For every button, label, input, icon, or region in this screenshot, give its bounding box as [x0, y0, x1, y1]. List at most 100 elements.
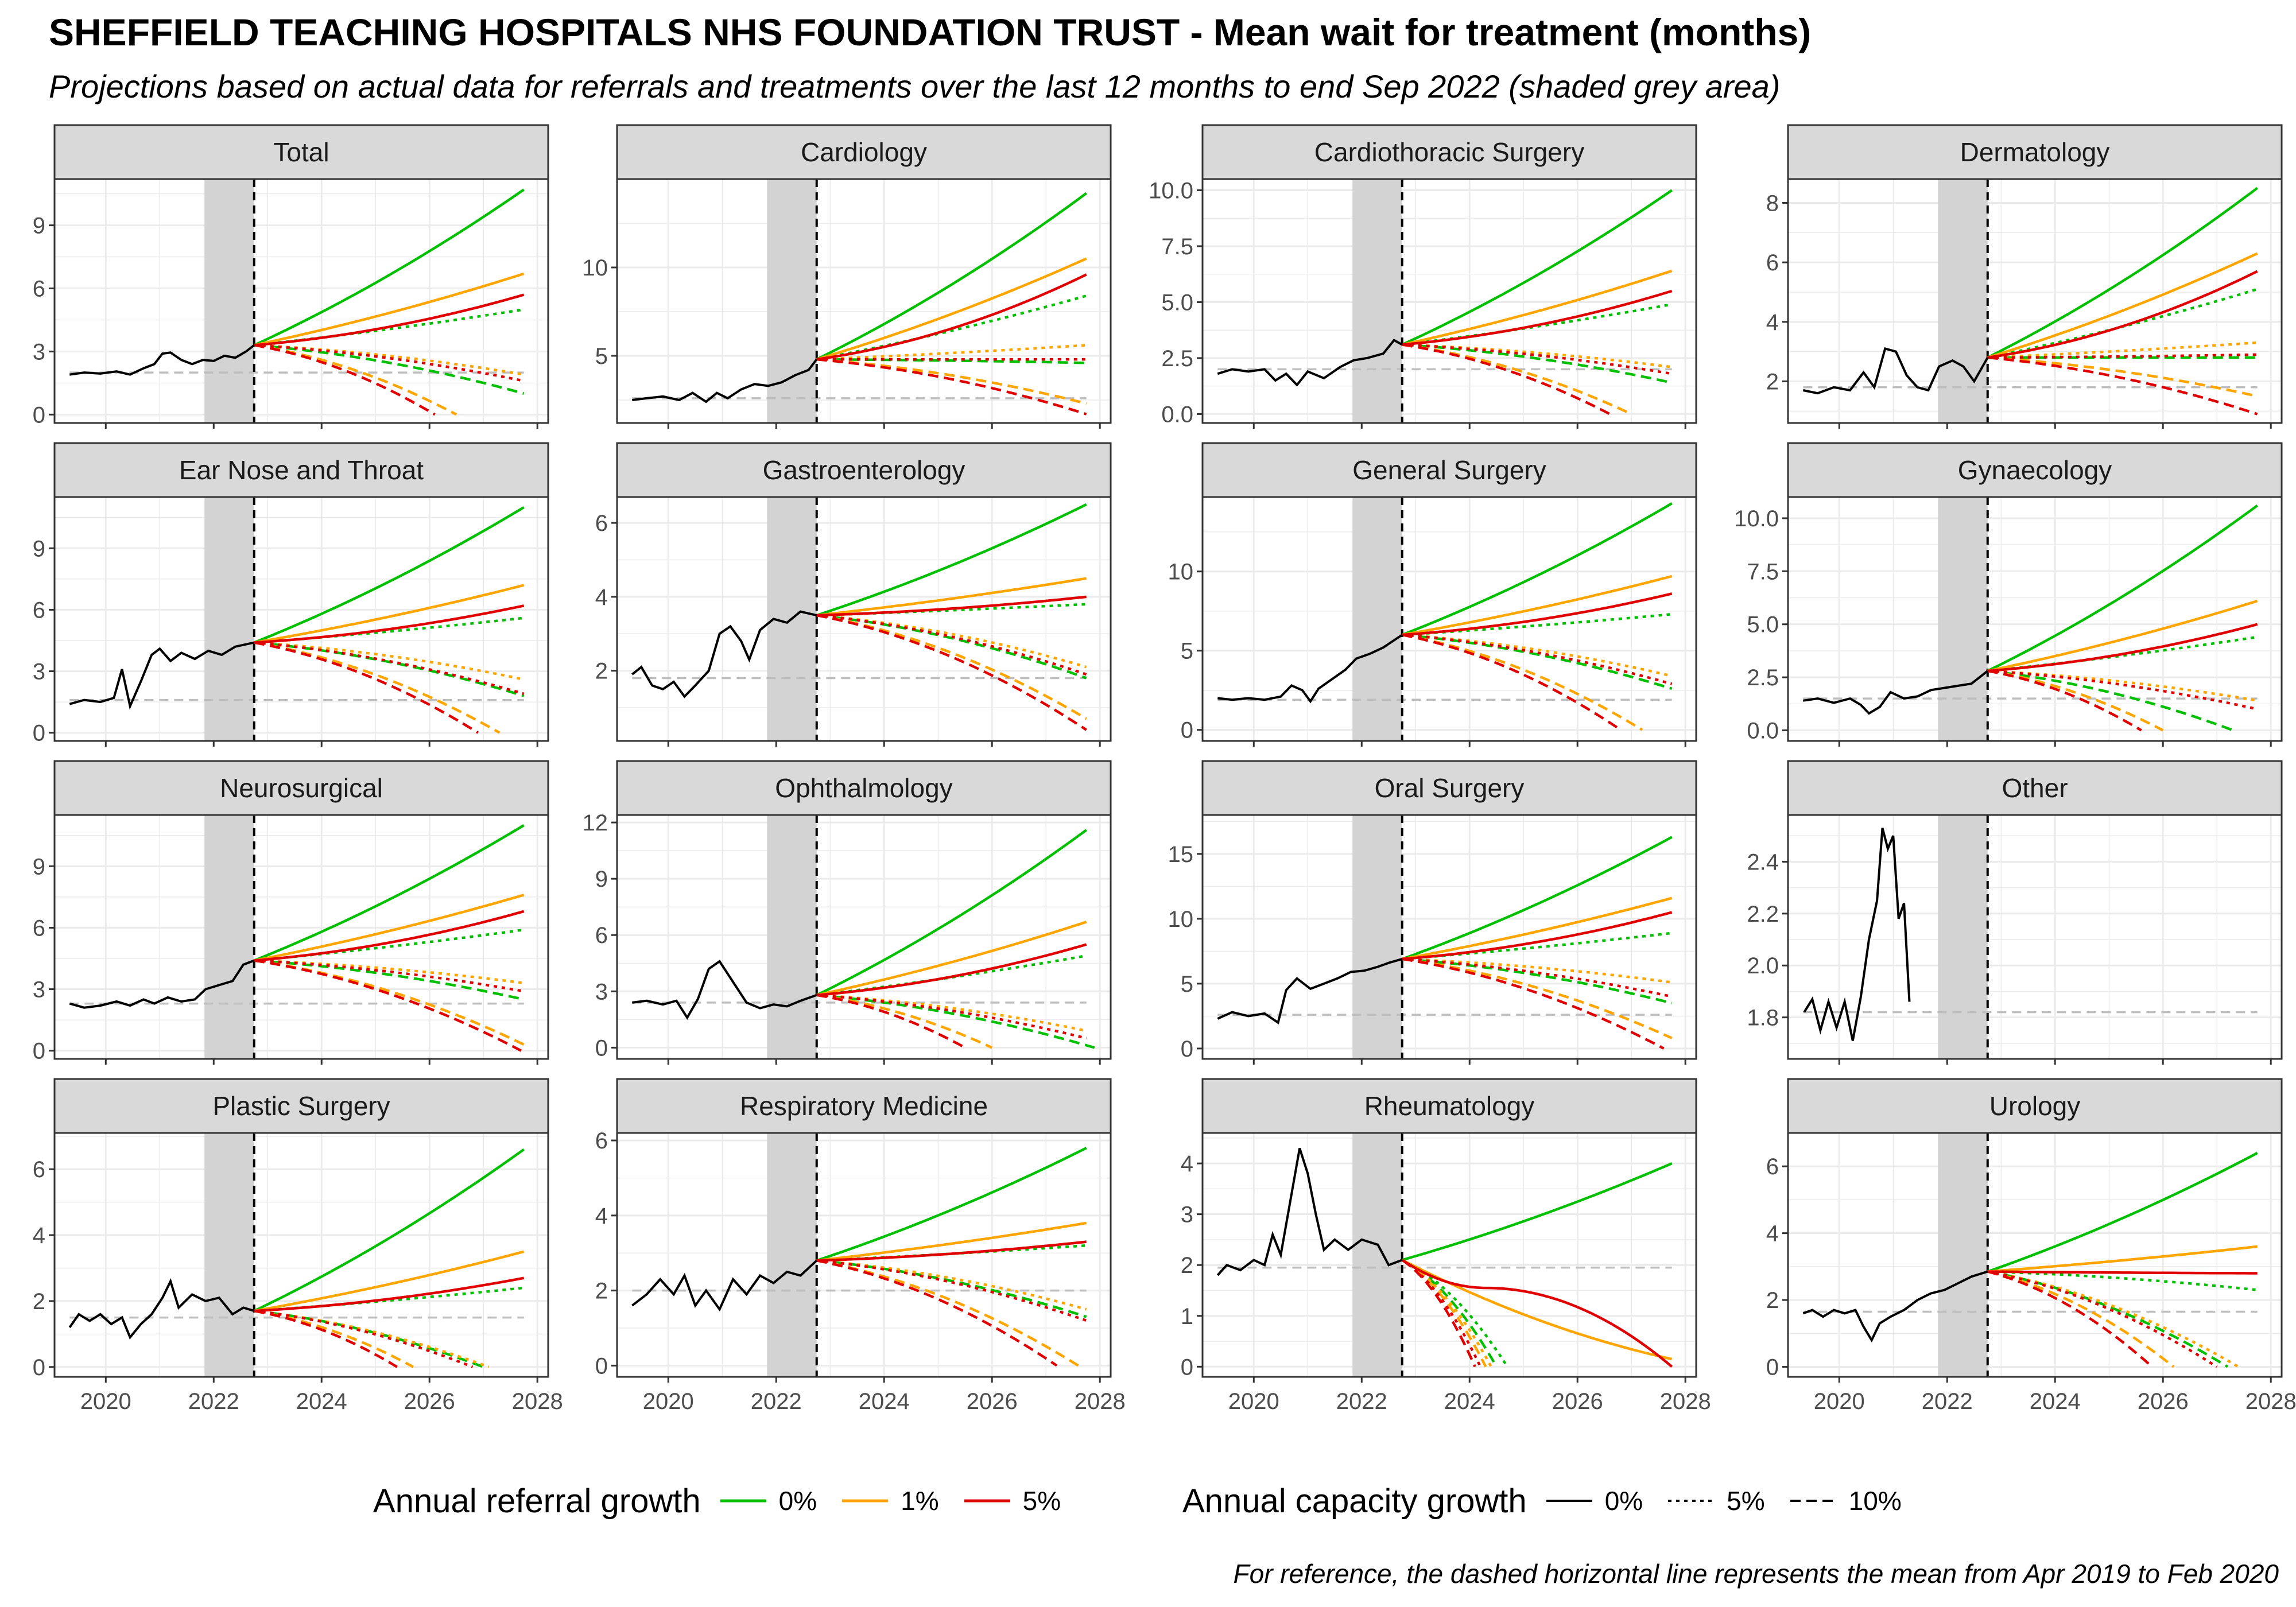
projection-r0-c0 [1402, 836, 1673, 961]
projection-r5-c0 [1987, 270, 2258, 359]
projection-r0-c10 [1402, 343, 1673, 385]
projection-r5-c0 [1987, 623, 2258, 673]
x-tick-label: 2022 [751, 1389, 802, 1414]
panel-border [616, 1132, 1112, 1378]
y-tick-label: 0.0 [1161, 402, 1193, 427]
plot-area [617, 1133, 1111, 1377]
legend-label-referral-0: 0% [778, 1486, 817, 1516]
facet-strip [1201, 1078, 1697, 1134]
y-tick-label: 6 [33, 277, 45, 302]
y-tick-label: 9 [33, 214, 45, 239]
projection-r0-c5 [1402, 931, 1672, 961]
y-tick-label: 10 [1168, 907, 1194, 932]
y-tick-label: 7.5 [1161, 234, 1193, 259]
panel-total: Total 0 3 6 9 [33, 124, 549, 429]
projection-r0-c0 [253, 506, 525, 644]
x-tick-label: 2026 [967, 1389, 1018, 1414]
projection-r5-c10 [816, 358, 1087, 416]
projection-r5-c5 [1987, 669, 2258, 711]
projection-r5-c5 [816, 1259, 1087, 1322]
plot-background [1788, 815, 2282, 1059]
plot-background [617, 497, 1111, 741]
facet-label: Cardiology [801, 137, 927, 167]
projection-r1-c0 [1987, 599, 2258, 673]
shaded-period [1352, 179, 1402, 423]
y-tick-label: 0 [33, 402, 45, 428]
y-tick-label: 6 [33, 1157, 45, 1182]
history-line [1802, 1270, 1988, 1343]
y-tick-label: 1.8 [1747, 1006, 1779, 1031]
panel-border [53, 814, 549, 1060]
plot-area [1203, 1133, 1696, 1377]
projection-r0-c10 [254, 1309, 484, 1368]
plot-area [617, 179, 1111, 423]
projection-r0-c5 [1402, 612, 1672, 636]
projection-r5-c0 [1402, 911, 1673, 961]
y-tick-label: 9 [33, 854, 45, 879]
projection-r0-c10 [254, 641, 525, 697]
projection-r0-c5 [816, 294, 1087, 361]
projection-r1-c5 [1402, 957, 1672, 984]
projection-r1-c10 [1987, 1270, 2175, 1368]
x-tick-label: 2022 [1922, 1389, 1973, 1414]
x-tick-label: 2024 [2030, 1389, 2081, 1414]
projection-r1-c5 [254, 344, 525, 376]
projection-r1-c0 [816, 1221, 1087, 1262]
y-tick-label: 3 [595, 979, 608, 1004]
projection-r5-c10 [1402, 343, 1611, 416]
projection-r5-c0 [254, 910, 525, 962]
y-tick-label: 2 [33, 1289, 45, 1314]
projection-r1-c5 [1987, 341, 2258, 359]
projection-r5-c10 [1987, 669, 2142, 732]
projection-r1-c10 [1402, 957, 1673, 1039]
legend-label-referral-1: 1% [901, 1486, 939, 1516]
plot-area [1203, 179, 1696, 423]
y-tick-label: 0 [595, 1035, 608, 1061]
panel-border [1201, 814, 1697, 1060]
y-tick-label: 4 [1766, 310, 1779, 335]
projection-r1-c0 [254, 272, 525, 347]
projection-r5-c0 [816, 595, 1087, 617]
y-tick-label: 0 [595, 1353, 608, 1379]
legend-label-capacity-0: 0% [1604, 1486, 1643, 1516]
shaded-period [1938, 1133, 1988, 1377]
projection-r1-c0 [1402, 575, 1673, 636]
projection-r0-c5 [254, 928, 525, 962]
chart-subtitle: Projections based on actual data for ref… [49, 68, 1781, 104]
projection-r1-c5 [254, 959, 525, 985]
panel-border [53, 178, 549, 424]
shaded-period [1352, 815, 1402, 1059]
panel-oral-surgery: Oral Surgery 0 5 10 15 [1168, 760, 1697, 1065]
legend-swatch-dashed [1790, 1500, 1836, 1502]
plot-background [55, 179, 548, 423]
shaded-period [767, 1133, 817, 1377]
y-tick-label: 12 [583, 810, 608, 836]
y-tick-label: 6 [595, 511, 608, 536]
panel-urology: Urology 0 2 4 6 2020 2022 2024 2026 2028 [1766, 1078, 2296, 1414]
facet-label: Ophthalmology [775, 773, 952, 803]
plot-background [1203, 1133, 1696, 1377]
shaded-period [204, 815, 254, 1059]
legend-swatch-orange [842, 1499, 889, 1503]
facet-strip [616, 442, 1112, 498]
plot-background [1203, 815, 1696, 1059]
x-tick-label: 2022 [1336, 1389, 1387, 1414]
y-tick-label: 2 [595, 659, 608, 684]
plot-area [617, 815, 1111, 1059]
y-tick-label: 7.5 [1747, 559, 1779, 584]
facet-label: Gynaecology [1958, 455, 2112, 485]
history-line [69, 344, 255, 376]
projection-r0-c5 [254, 308, 525, 347]
projection-r5-c10 [1987, 1270, 2153, 1368]
history-line [1216, 1147, 1403, 1276]
panel-gynaecology: Gynaecology 0.0 2.5 5.0 7.5 10.0 [1734, 442, 2283, 747]
projection-r5-c0 [1401, 1259, 1673, 1368]
panel-border [616, 814, 1112, 1060]
y-tick-label: 10.0 [1149, 178, 1193, 203]
projection-r1-c5 [816, 614, 1087, 669]
facet-strip [1201, 442, 1697, 498]
legend-referral-growth: Annual referral growth 0% 1% 5% [373, 1481, 1086, 1521]
history-line [1802, 347, 1989, 395]
facet-strip [53, 442, 549, 498]
projection-r0-c0 [1402, 1162, 1673, 1261]
